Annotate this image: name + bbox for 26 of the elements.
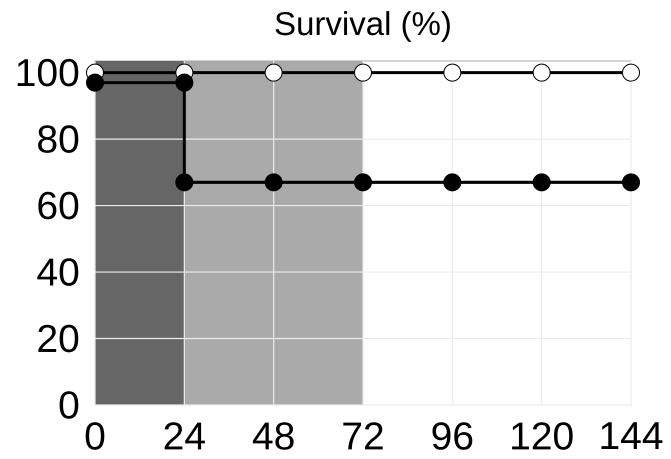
x-tick-label: 72 xyxy=(343,422,383,450)
point xyxy=(443,64,462,82)
point xyxy=(264,173,283,192)
point xyxy=(622,173,640,192)
x-tick-label: 48 xyxy=(252,422,294,450)
x-tick-label: 0 xyxy=(86,422,104,450)
point xyxy=(354,64,372,82)
point xyxy=(532,64,551,82)
point xyxy=(264,64,283,82)
point xyxy=(86,74,104,92)
point xyxy=(175,74,194,92)
chart-title: Survival (%) xyxy=(276,11,450,42)
x-tick-label: 96 xyxy=(432,422,472,450)
point xyxy=(354,173,372,192)
x-tick-label: 120 xyxy=(512,422,573,450)
point xyxy=(443,173,462,192)
point xyxy=(532,173,551,192)
y-tick-label: 100 xyxy=(18,58,78,86)
y-tick-label: 60 xyxy=(38,192,78,220)
point xyxy=(175,173,194,192)
y-tick-label: 80 xyxy=(38,125,78,153)
x-tick-label: 24 xyxy=(164,422,205,450)
x-tick-label: 144 xyxy=(601,422,662,450)
y-tick-label: 0 xyxy=(60,391,78,419)
y-tick-label: 20 xyxy=(38,324,78,352)
y-tick-label: 40 xyxy=(37,258,78,286)
